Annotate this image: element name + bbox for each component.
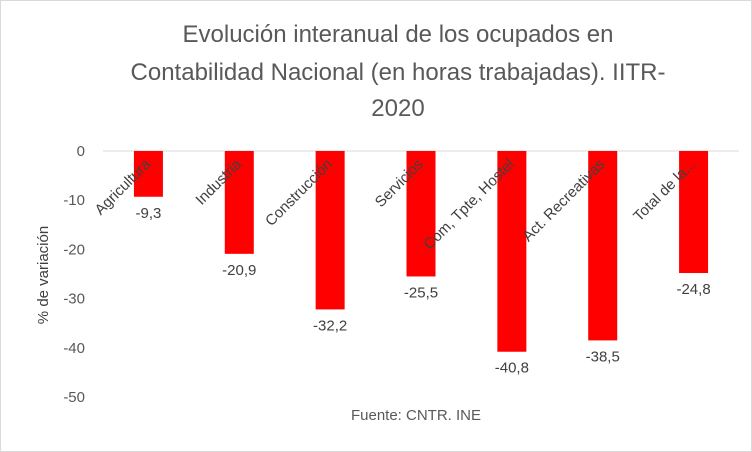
- y-tick-label: -50: [63, 389, 85, 406]
- bar-series: [133, 151, 709, 352]
- bar: [406, 151, 436, 277]
- y-tick-label: -20: [63, 241, 85, 258]
- bar: [133, 151, 163, 197]
- data-label: -32,2: [313, 317, 347, 334]
- data-label: -24,8: [676, 281, 710, 298]
- data-label: -25,5: [404, 284, 438, 301]
- data-label: -38,5: [586, 348, 620, 365]
- chart-title: Evolución interanual de los ocupados en …: [131, 21, 666, 122]
- data-label: -20,9: [222, 262, 256, 279]
- y-axis-ticks: 0 -10 -20 -30 -40 -50: [63, 143, 85, 406]
- y-tick-label: -40: [63, 340, 85, 357]
- bar: [588, 151, 618, 341]
- y-axis-title: % de variación: [35, 226, 52, 324]
- bar: [315, 151, 345, 310]
- bar: [224, 151, 254, 254]
- y-tick-label: 0: [77, 143, 85, 160]
- data-label: -40,8: [495, 360, 529, 377]
- bar: [497, 151, 527, 352]
- y-tick-label: -10: [63, 192, 85, 209]
- source-note: Fuente: CNTR. INE: [351, 407, 481, 424]
- data-labels: -9,3 -20,9 -32,2 -25,5 -40,8 -38,5 -24,8: [135, 205, 710, 377]
- chart-title-line-3: 2020: [371, 95, 424, 122]
- data-label: -9,3: [135, 205, 161, 222]
- chart-title-line-2: Contabilidad Nacional (en horas trabajad…: [131, 59, 666, 86]
- y-tick-label: -30: [63, 291, 85, 308]
- bar: [679, 151, 709, 274]
- chart-title-line-1: Evolución interanual de los ocupados en: [183, 21, 614, 48]
